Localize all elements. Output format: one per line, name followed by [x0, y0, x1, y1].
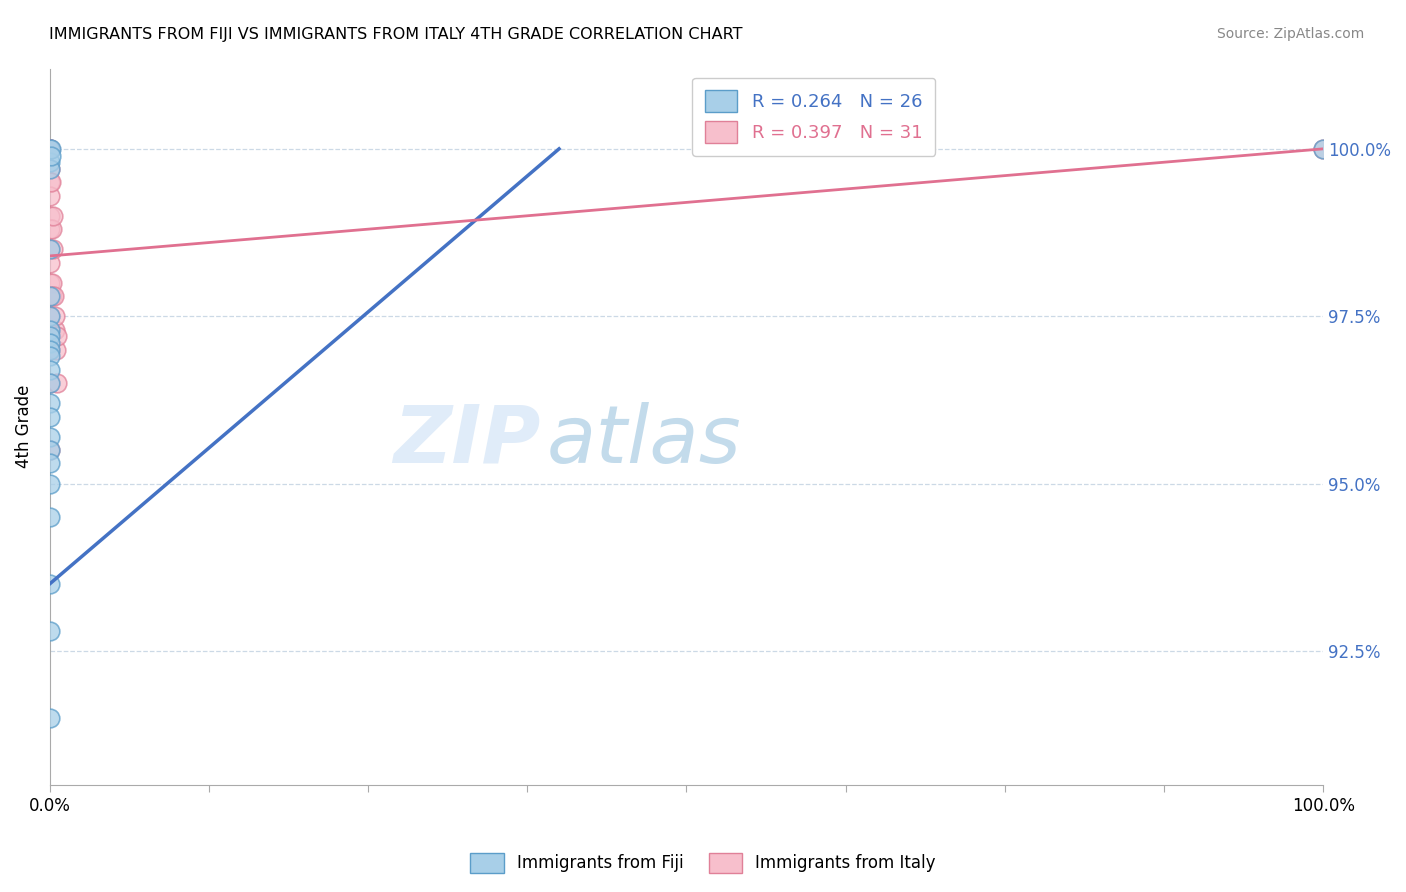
Point: [46, 329, 69, 343]
Point: [42, 289, 65, 303]
Point: [38, 276, 60, 290]
Point: [38, 142, 60, 156]
Point: [38, 443, 60, 458]
Point: [38, 289, 60, 303]
Point: [1312, 142, 1334, 156]
Point: [38, 363, 60, 377]
Point: [38, 142, 60, 156]
Point: [38, 209, 60, 223]
Point: [44, 322, 66, 336]
Point: [38, 142, 60, 156]
Text: Source: ZipAtlas.com: Source: ZipAtlas.com: [1216, 27, 1364, 41]
Point: [44, 309, 66, 323]
Point: [38, 309, 60, 323]
Point: [39, 148, 62, 162]
Point: [42, 209, 65, 223]
Text: ZIP: ZIP: [392, 402, 540, 480]
Legend: Immigrants from Fiji, Immigrants from Italy: Immigrants from Fiji, Immigrants from It…: [464, 847, 942, 880]
Point: [41, 276, 63, 290]
Point: [38, 222, 60, 236]
Point: [38, 175, 60, 189]
Point: [38, 409, 60, 424]
Point: [38, 289, 60, 303]
Point: [38, 343, 60, 357]
Point: [38, 577, 60, 591]
Point: [38, 343, 60, 357]
Point: [38, 711, 60, 725]
Point: [38, 335, 60, 350]
Point: [38, 443, 60, 458]
Point: [45, 343, 67, 357]
Point: [39, 142, 62, 156]
Point: [38, 510, 60, 524]
Text: IMMIGRANTS FROM FIJI VS IMMIGRANTS FROM ITALY 4TH GRADE CORRELATION CHART: IMMIGRANTS FROM FIJI VS IMMIGRANTS FROM …: [49, 27, 742, 42]
Point: [38, 309, 60, 323]
Point: [39, 175, 62, 189]
Point: [38, 349, 60, 363]
Text: atlas: atlas: [547, 402, 741, 480]
Legend: R = 0.264   N = 26, R = 0.397   N = 31: R = 0.264 N = 26, R = 0.397 N = 31: [692, 78, 935, 156]
Y-axis label: 4th Grade: 4th Grade: [15, 385, 32, 468]
Point: [38, 376, 60, 391]
Point: [38, 242, 60, 256]
Point: [1312, 142, 1334, 156]
Point: [38, 142, 60, 156]
Point: [41, 289, 63, 303]
Point: [42, 242, 65, 256]
Point: [38, 155, 60, 169]
Point: [38, 255, 60, 269]
Point: [38, 329, 60, 343]
Point: [38, 430, 60, 444]
Point: [41, 222, 63, 236]
Point: [38, 188, 60, 202]
Point: [38, 624, 60, 638]
Point: [38, 396, 60, 410]
Point: [38, 161, 60, 176]
Point: [38, 376, 60, 391]
Point: [38, 142, 60, 156]
Point: [38, 242, 60, 256]
Point: [38, 476, 60, 491]
Point: [38, 161, 60, 176]
Point: [38, 457, 60, 471]
Point: [38, 322, 60, 336]
Point: [45, 376, 67, 391]
Point: [38, 322, 60, 336]
